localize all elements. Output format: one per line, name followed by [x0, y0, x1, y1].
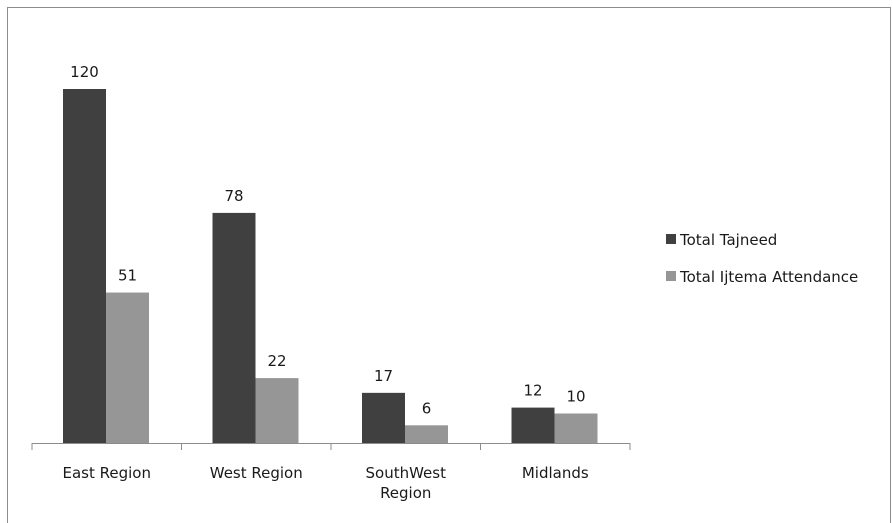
- data-label: 10: [566, 388, 585, 406]
- data-label: 120: [70, 63, 99, 81]
- bars-layer: [63, 89, 598, 443]
- x-axis-ticks: [31, 443, 631, 450]
- bar-southwest-region-tajneed: [362, 392, 405, 443]
- bar-west-region-attendance: [255, 378, 299, 443]
- data-label: 22: [267, 352, 286, 370]
- value-labels-layer: 120 51 78 22 17 6 12 10: [70, 63, 585, 417]
- data-label: 6: [422, 399, 432, 417]
- bar-southwest-region-attendance: [405, 425, 448, 443]
- legend-swatch: [666, 271, 676, 281]
- category-label: East Region: [63, 464, 151, 482]
- legend-entry: Total Tajneed: [679, 231, 777, 249]
- data-label: 12: [523, 382, 542, 400]
- category-label: Midlands: [522, 464, 589, 482]
- chart-frame: [7, 7, 891, 523]
- legend: Total Tajneed Total Ijtema Attendance: [666, 231, 858, 286]
- legend-swatch: [666, 234, 676, 244]
- legend-entry: Total Ijtema Attendance: [679, 268, 858, 286]
- data-label: 78: [224, 187, 243, 205]
- data-label: 51: [118, 267, 137, 285]
- data-label: 17: [374, 367, 393, 385]
- bar-midlands-attendance: [554, 413, 598, 443]
- bar-west-region-tajneed: [212, 212, 256, 443]
- bar-east-region-attendance: [106, 292, 149, 443]
- category-label: SouthWest Region: [366, 464, 447, 502]
- category-label: West Region: [210, 464, 303, 482]
- bar-east-region-tajneed: [63, 89, 106, 443]
- category-labels-layer: East Region West Region SouthWest Region Mid…: [63, 464, 589, 502]
- bar-midlands-tajneed: [511, 407, 555, 443]
